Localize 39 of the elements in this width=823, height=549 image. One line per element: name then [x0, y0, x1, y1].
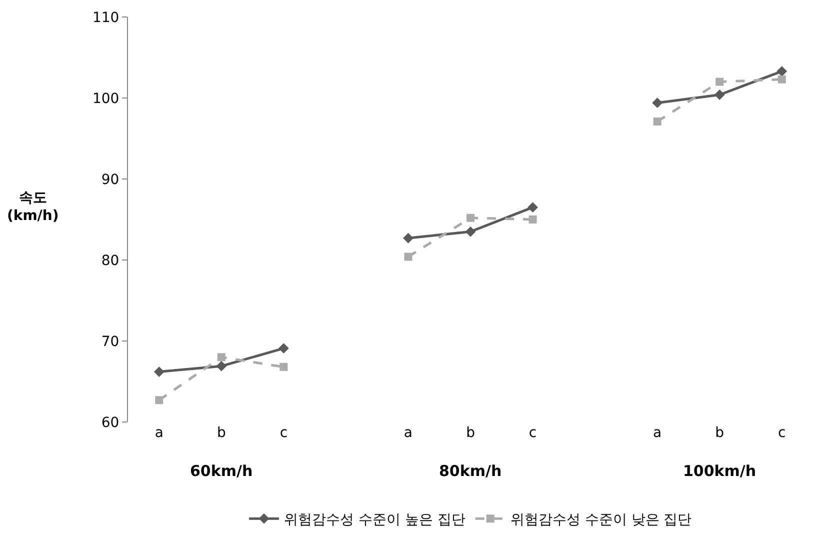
- point: [652, 98, 663, 108]
- point: [217, 353, 226, 362]
- point: [466, 214, 474, 222]
- x-tick-label: a: [404, 425, 413, 441]
- point: [278, 343, 289, 354]
- text: 60km/h: [190, 462, 253, 480]
- text: 80km/h: [439, 462, 502, 480]
- point: [778, 75, 786, 84]
- x-tick-label: a: [653, 425, 662, 441]
- point: [528, 216, 537, 224]
- point: [155, 396, 164, 404]
- x-tick-label: c: [528, 425, 537, 441]
- x-tick-label: c: [280, 425, 288, 441]
- y-tick-label: 80: [101, 252, 120, 269]
- y-tick-label: 100: [92, 90, 120, 107]
- y-tick-label: 60: [101, 414, 120, 431]
- x-tick-label: b: [216, 425, 226, 441]
- legend-label: 위험감수성 수준이 낮은 집단: [510, 512, 692, 528]
- point: [280, 362, 288, 371]
- point: [714, 90, 725, 100]
- point: [404, 252, 412, 261]
- point: [216, 360, 227, 372]
- x-tick-label: c: [778, 425, 786, 441]
- point: [653, 117, 662, 126]
- x-tick-label: b: [715, 425, 724, 441]
- legend-label: 위험감수성 수준이 높은 집단: [284, 512, 466, 528]
- point: [716, 78, 724, 86]
- y-tick-label: 70: [101, 334, 120, 350]
- y-axis-title: 속도 (km/h): [7, 190, 59, 224]
- x-tick-label: b: [466, 425, 476, 441]
- point: [528, 202, 538, 213]
- point: [154, 366, 164, 377]
- point: [776, 66, 788, 76]
- y-tick-label: 110: [92, 10, 120, 26]
- point: [465, 226, 476, 237]
- x-tick-label: a: [154, 425, 164, 441]
- y-tick-label: 90: [101, 172, 120, 188]
- text: 100km/h: [683, 462, 756, 480]
- point: [403, 232, 414, 244]
